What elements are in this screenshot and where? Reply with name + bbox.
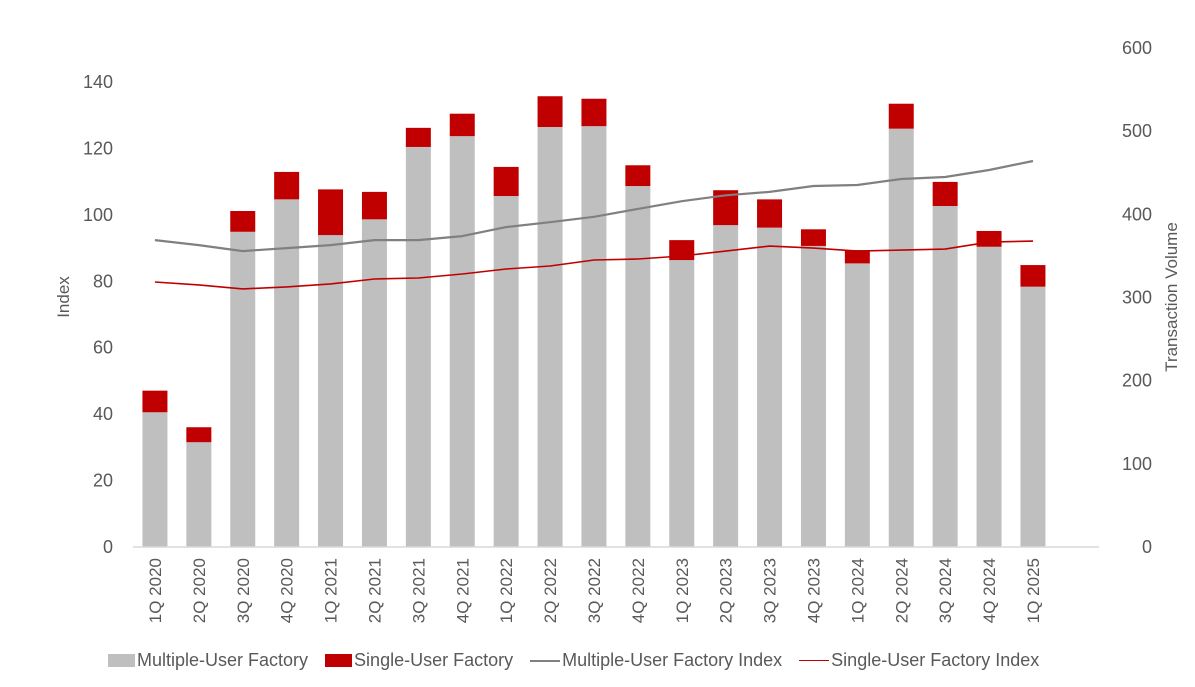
bar-segment xyxy=(449,136,475,547)
bar-segment xyxy=(493,166,519,197)
x-axis-tick-label: 3Q 2022 xyxy=(585,558,604,623)
bar-segment xyxy=(142,412,168,547)
x-axis-tick-label: 2Q 2023 xyxy=(717,558,736,623)
bar-segment xyxy=(581,126,607,547)
bar-segment xyxy=(537,127,563,547)
grey-box-swatch-icon xyxy=(108,654,135,667)
bar-segment xyxy=(757,227,783,547)
bar-segment xyxy=(844,263,870,547)
bar-segment xyxy=(318,189,344,236)
x-axis-tick-label: 4Q 2022 xyxy=(629,558,648,623)
bar-segment xyxy=(361,191,387,220)
legend-item-single-user-factory: Single-User Factory xyxy=(325,650,513,671)
x-axis-tick-label: 2Q 2022 xyxy=(541,558,560,623)
right-axis-title: Transaction Volume xyxy=(1162,222,1181,372)
left-axis-tick-label: 120 xyxy=(83,138,113,158)
bar-segment xyxy=(405,127,431,147)
index-line xyxy=(154,159,1034,253)
x-axis-tick-label: 1Q 2020 xyxy=(146,558,165,623)
left-axis-title: Index xyxy=(54,276,73,318)
bar-segment xyxy=(625,165,651,187)
x-axis-tick-label: 1Q 2024 xyxy=(848,558,867,623)
bar-segment xyxy=(581,98,607,127)
bar-segment xyxy=(318,235,344,547)
legend-item-multiple-user-factory-index: Multiple-User Factory Index xyxy=(530,650,782,671)
x-axis-tick-label: 1Q 2025 xyxy=(1024,558,1043,623)
bar-segment xyxy=(274,171,300,200)
bar-segment xyxy=(230,231,256,547)
legend-label: Single-User Factory xyxy=(354,650,514,670)
right-axis-tick-label: 100 xyxy=(1122,454,1152,474)
bar-segment xyxy=(932,181,958,207)
x-axis-tick-label: 4Q 2023 xyxy=(804,558,823,623)
legend-label: Multiple-User Factory xyxy=(137,650,309,670)
red-box-swatch-icon xyxy=(325,654,353,667)
x-axis-tick-label: 3Q 2024 xyxy=(936,558,955,623)
bar-segment xyxy=(888,103,914,129)
bar-segment xyxy=(186,442,212,547)
x-axis-labels: 1Q 2020 2Q 2020 3Q 2020 4Q 2020 1Q 2021 2Q 20… xyxy=(146,558,1043,623)
right-axis-tick-label: 600 xyxy=(1122,38,1152,58)
bar-segment xyxy=(757,199,783,228)
bar-segment xyxy=(800,245,826,548)
bar-segment xyxy=(186,427,212,443)
bar-segment xyxy=(1020,265,1046,287)
x-axis-tick-label: 3Q 2020 xyxy=(234,558,253,623)
bar-segment xyxy=(976,246,1002,548)
left-axis-tick-label: 20 xyxy=(93,471,113,491)
x-axis-tick-label: 2Q 2024 xyxy=(892,558,911,623)
x-axis-tick-label: 2Q 2020 xyxy=(190,558,209,623)
left-axis-tick-label: 60 xyxy=(93,338,113,358)
bar-segment xyxy=(800,229,826,246)
bar-segment xyxy=(888,128,914,547)
bar-segment xyxy=(976,230,1002,247)
index-line xyxy=(154,240,1034,290)
bar-segment xyxy=(1020,286,1046,547)
line-series xyxy=(154,159,1034,290)
x-axis-tick-label: 4Q 2021 xyxy=(453,558,472,623)
bar-segment xyxy=(230,211,256,232)
left-axis-tick-label: 140 xyxy=(83,72,113,92)
x-axis-tick-label: 4Q 2020 xyxy=(278,558,297,623)
x-axis-tick-label: 2Q 2021 xyxy=(365,558,384,623)
left-axis-tick-label: 100 xyxy=(83,205,113,225)
bar-segment xyxy=(537,96,563,128)
left-axis-tick-label: 40 xyxy=(93,404,113,424)
bar-segment xyxy=(493,196,519,547)
legend-label: Single-User Factory Index xyxy=(831,650,1040,670)
bar-segment xyxy=(142,390,168,413)
right-axis-tick-label: 200 xyxy=(1122,371,1152,391)
right-axis-tick-label: 0 xyxy=(1142,537,1152,557)
bar-segment xyxy=(669,260,695,547)
left-axis-ticks: 0 20 40 60 80 100 120 140 xyxy=(83,72,113,557)
bar-segment xyxy=(449,113,475,137)
left-axis-tick-label: 0 xyxy=(103,537,113,557)
legend-label: Multiple-User Factory Index xyxy=(562,650,783,670)
x-axis-tick-label: 1Q 2021 xyxy=(322,558,341,623)
bar-segment xyxy=(361,219,387,547)
legend-item-single-user-factory-index: Single-User Factory Index xyxy=(799,650,1039,671)
bar-segment xyxy=(625,186,651,547)
x-axis-tick-label: 3Q 2021 xyxy=(409,558,428,623)
bar-segment xyxy=(713,225,739,547)
right-axis-tick-label: 400 xyxy=(1122,204,1152,224)
bar-segment xyxy=(274,199,300,547)
right-axis-ticks: 0 100 200 300 400 500 600 xyxy=(1122,38,1152,557)
x-axis-tick-label: 1Q 2023 xyxy=(673,558,692,623)
left-axis-tick-label: 80 xyxy=(93,271,113,291)
right-axis-tick-label: 500 xyxy=(1122,121,1152,141)
x-axis-tick-label: 4Q 2024 xyxy=(980,558,999,623)
legend-item-multiple-user-factory: Multiple-User Factory xyxy=(108,650,308,671)
bar-segment xyxy=(844,250,870,264)
bar-segment xyxy=(405,146,431,548)
x-axis-tick-label: 1Q 2022 xyxy=(497,558,516,623)
grey-line-swatch-icon xyxy=(530,659,561,662)
legend: Multiple-User Factory Single-User Factor… xyxy=(108,650,1056,671)
bar-segment xyxy=(932,206,958,547)
right-axis-tick-label: 300 xyxy=(1122,288,1152,308)
x-axis-tick-label: 3Q 2023 xyxy=(761,558,780,623)
bar-series xyxy=(142,96,1046,548)
red-line-swatch-icon xyxy=(799,659,830,662)
